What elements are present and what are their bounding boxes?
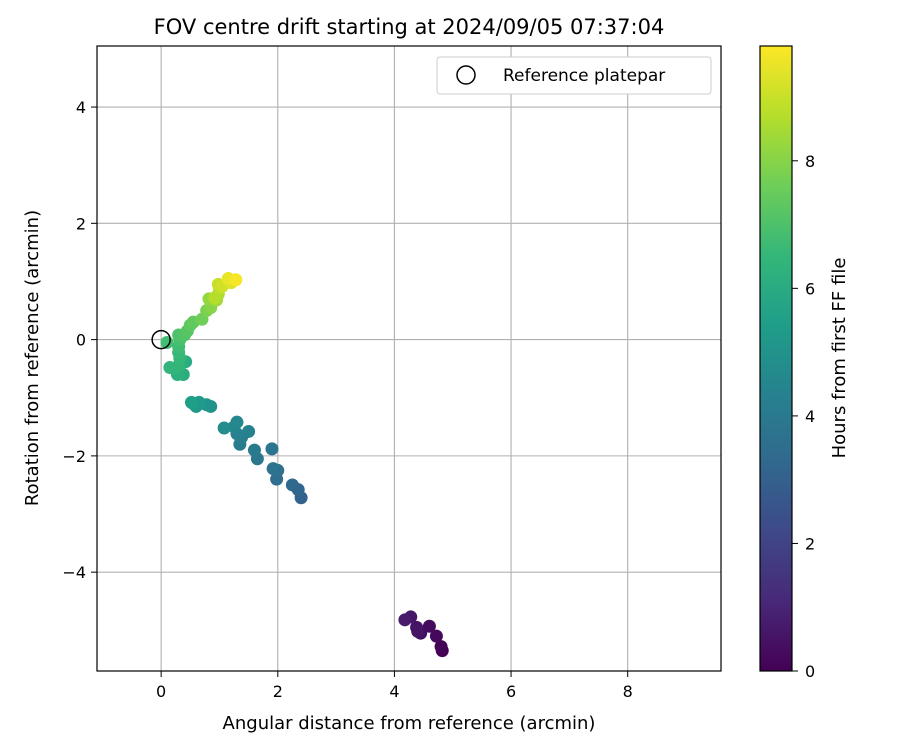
colorbar-tick-label: 2 (805, 534, 815, 553)
legend: Reference platepar (436, 56, 712, 95)
data-point (184, 395, 198, 409)
data-point (285, 478, 299, 492)
data-point (229, 273, 243, 287)
data-point (429, 629, 443, 643)
chart-title: FOV centre drift starting at 2024/09/05 … (154, 15, 665, 39)
data-point (217, 421, 231, 435)
data-point (247, 443, 261, 457)
reference-marker (151, 329, 171, 350)
data-point (265, 442, 279, 456)
data-point (411, 624, 425, 638)
colorbar-ticks: 0 2 4 6 8 (792, 152, 815, 681)
x-tick-label: 4 (389, 682, 399, 701)
data-points (160, 272, 449, 658)
colorbar-tick-label: 0 (805, 662, 815, 681)
y-axis-label: Rotation from reference (arcmin) (22, 210, 43, 506)
x-tick-label: 0 (156, 682, 166, 701)
data-point (422, 619, 436, 633)
y-tick-label: 2 (76, 214, 86, 233)
y-axis: −4 −2 0 2 4 (62, 98, 97, 582)
x-tick-label: 8 (623, 682, 633, 701)
y-tick-label: −4 (62, 563, 86, 582)
y-tick-label: 0 (76, 331, 86, 350)
colorbar: 0 2 4 6 8 Hours from first FF file (759, 45, 850, 681)
data-point (434, 640, 448, 654)
x-axis-label: Angular distance from reference (arcmin) (223, 713, 596, 734)
y-tick-label: −2 (62, 447, 86, 466)
x-tick-label: 2 (273, 682, 283, 701)
legend-box (436, 56, 712, 95)
colorbar-tick-label: 4 (805, 407, 815, 426)
grid (97, 46, 721, 671)
x-tick-label: 6 (506, 682, 516, 701)
legend-label: Reference platepar (503, 66, 665, 86)
y-tick-label: 4 (76, 98, 86, 117)
data-point (230, 415, 244, 429)
x-axis: 0 2 4 6 8 (156, 671, 633, 701)
colorbar-bar (759, 45, 793, 672)
colorbar-label: Hours from first FF file (829, 258, 850, 459)
colorbar-tick-label: 6 (805, 279, 815, 298)
data-point (266, 462, 280, 476)
colorbar-tick-label: 8 (805, 152, 815, 171)
plot-frame (96, 45, 722, 672)
legend-marker (456, 65, 476, 85)
data-point (398, 613, 412, 627)
data-point (242, 424, 256, 438)
